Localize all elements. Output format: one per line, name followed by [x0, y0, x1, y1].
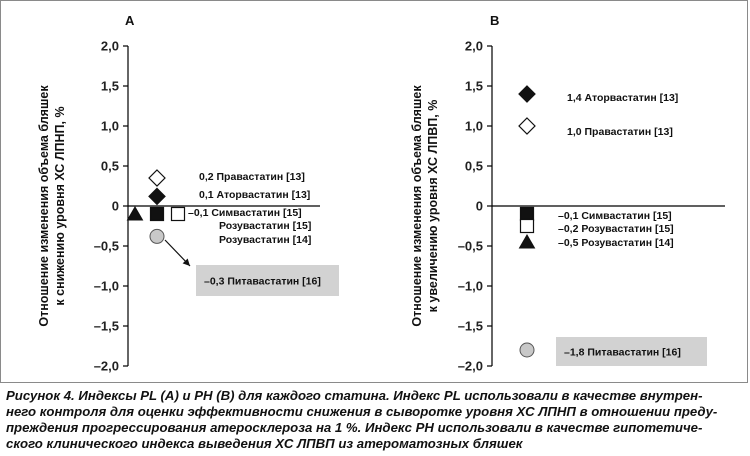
y-tick-label: 1,5: [465, 79, 483, 94]
y-axis-label: к увеличению уровня ХС ЛПВП, %: [426, 100, 440, 313]
y-tick-label: –1,5: [458, 319, 483, 334]
callout-box: [196, 265, 339, 296]
panel-label: В: [490, 13, 499, 28]
data-point-diamond-filled: [148, 187, 166, 206]
point-annotation: –0,1 Симвастатин [15]: [188, 207, 302, 219]
point-annotation: Розувастатин [14]: [219, 234, 311, 246]
y-tick-label: –2,0: [94, 359, 119, 374]
callout-arrowhead: [182, 258, 190, 266]
data-point-square-open: [519, 218, 535, 234]
y-tick-label: 0: [476, 199, 483, 214]
data-point-triangle: [126, 205, 144, 221]
point-annotation: 0,2 Правастатин [13]: [199, 171, 305, 183]
figure-svg: А 2,0 1,5 1,0 0,5 0 –0,5 –1,0 –1,5 –2,0 Отношение …: [37, 13, 725, 374]
y-axis-label: Отношение изменения объема бляшек: [410, 85, 424, 327]
point-annotation: 1,4 Аторвастатин [13]: [567, 92, 678, 104]
figure-caption: Рисунок 4. Индексы PL (А) и PH (В) для к…: [6, 388, 746, 452]
y-tick-label: –2,0: [458, 359, 483, 374]
y-axis-label: к снижению уровня ХС ЛПНП, %: [53, 106, 67, 305]
data-point-diamond-open: [518, 117, 536, 135]
y-tick-label: 0: [112, 199, 119, 214]
chart-panel-b: В 2,0 1,5 1,0 0,5 0 –0,5 –1,0 –1,5 –2,0 Отношение …: [410, 13, 725, 374]
point-annotation: Розувастатин [15]: [219, 220, 311, 232]
data-point-circle: [519, 342, 535, 358]
caption-line: Рисунок 4. Индексы PL (А) и PH (В) для к…: [6, 388, 703, 403]
caption-line: него контроля для оценки эффективности с…: [6, 404, 718, 419]
point-annotation: 0,1 Аторвастатин [13]: [199, 189, 310, 201]
point-annotation: 1,0 Правастатин [13]: [567, 126, 673, 138]
y-tick-label: 0,5: [465, 159, 483, 174]
figure-frame: [0, 0, 748, 383]
y-tick-label: 2,0: [101, 39, 119, 54]
data-point-triangle: [518, 233, 536, 249]
data-point-square-filled: [519, 206, 535, 222]
caption-line: ского клинического индекса выведения ХС …: [6, 436, 523, 451]
callout-label: –0,3 Питавастатин [16]: [204, 276, 321, 288]
chart-panel-a: А 2,0 1,5 1,0 0,5 0 –0,5 –1,0 –1,5 –2,0 Отношение …: [37, 13, 339, 374]
caption-line: преждения прогрессирования атеросклероза…: [6, 420, 703, 435]
panel-label: А: [125, 13, 135, 28]
y-tick-label: 1,0: [101, 119, 119, 134]
data-point-circle: [149, 228, 165, 244]
callout-box: [556, 337, 707, 366]
callout-label: –1,8 Питавастатин [16]: [564, 347, 681, 359]
y-tick-label: –1,5: [94, 319, 119, 334]
point-annotation: –0,2 Розувастатин [15]: [558, 223, 674, 235]
point-annotation: –0,5 Розувастатин [14]: [558, 237, 674, 249]
data-point-square-open: [170, 206, 186, 222]
y-tick-label: 1,5: [101, 79, 119, 94]
data-point-square-filled: [149, 206, 165, 222]
y-tick-label: –1,0: [458, 279, 483, 294]
y-tick-label: 0,5: [101, 159, 119, 174]
y-tick-label: –0,5: [458, 239, 483, 254]
y-tick-label: –1,0: [94, 279, 119, 294]
data-point-diamond-open: [148, 169, 166, 187]
y-tick-label: 2,0: [465, 39, 483, 54]
data-point-diamond-filled: [518, 85, 536, 103]
y-axis-label: Отношение изменения объема бляшек: [37, 85, 51, 327]
y-tick-label: 1,0: [465, 119, 483, 134]
y-tick-label: –0,5: [94, 239, 119, 254]
point-annotation: –0,1 Симвастатин [15]: [558, 210, 672, 222]
